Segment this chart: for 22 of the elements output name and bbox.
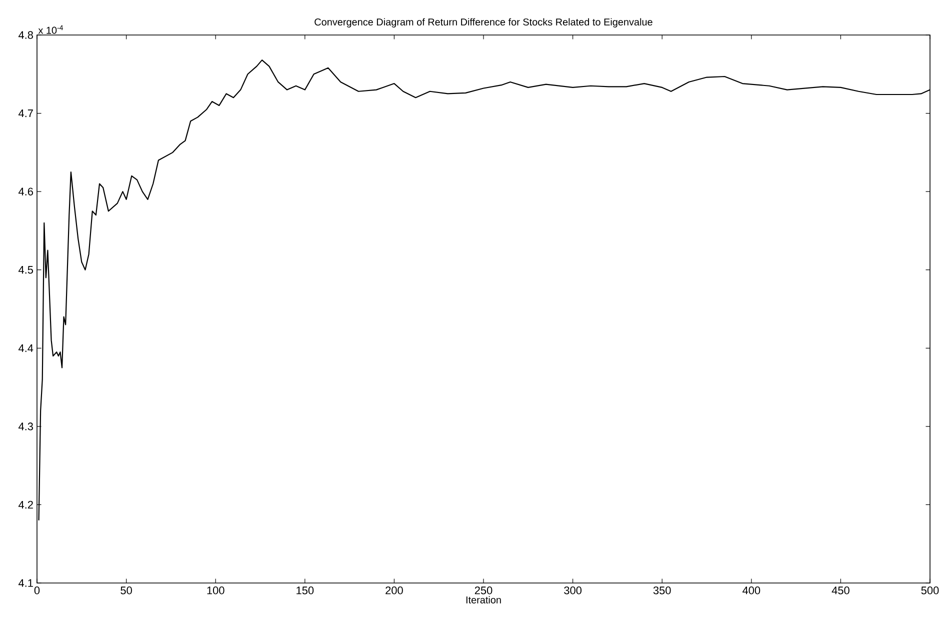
y-tick-label: 4.3: [18, 422, 33, 430]
x-tick-label: 200: [386, 586, 403, 594]
x-tick-label: 50: [120, 586, 132, 594]
x-tick-label: 400: [742, 586, 760, 594]
x-axis-title: Iteration: [466, 596, 501, 604]
y-tick-label: 4.6: [18, 188, 33, 196]
x-tick-label: 250: [474, 586, 492, 594]
x-tick-label: 0: [34, 586, 40, 594]
y-tick-label: 4.5: [18, 266, 34, 274]
x-tick-label: 450: [832, 586, 850, 594]
y-tick-label: 4.1: [18, 579, 33, 587]
y-tick-label: 4.7: [18, 110, 33, 118]
text: x 10$^{-4}$: [38, 25, 64, 34]
x-tick-label: 500: [921, 586, 939, 594]
x-tick-label: 300: [564, 586, 582, 594]
y-tick-label: 4.2: [18, 500, 33, 509]
x-tick-label: 100: [207, 586, 224, 594]
chart-title: Convergence Diagram of Return Difference for Stocks Related to Eigenvalue: [314, 18, 652, 28]
y-tick-label: 4.4: [18, 344, 34, 352]
x-tick-label: 150: [296, 586, 314, 594]
y-tick-label: 4.8: [18, 31, 33, 39]
x-tick-label: 350: [653, 586, 671, 594]
